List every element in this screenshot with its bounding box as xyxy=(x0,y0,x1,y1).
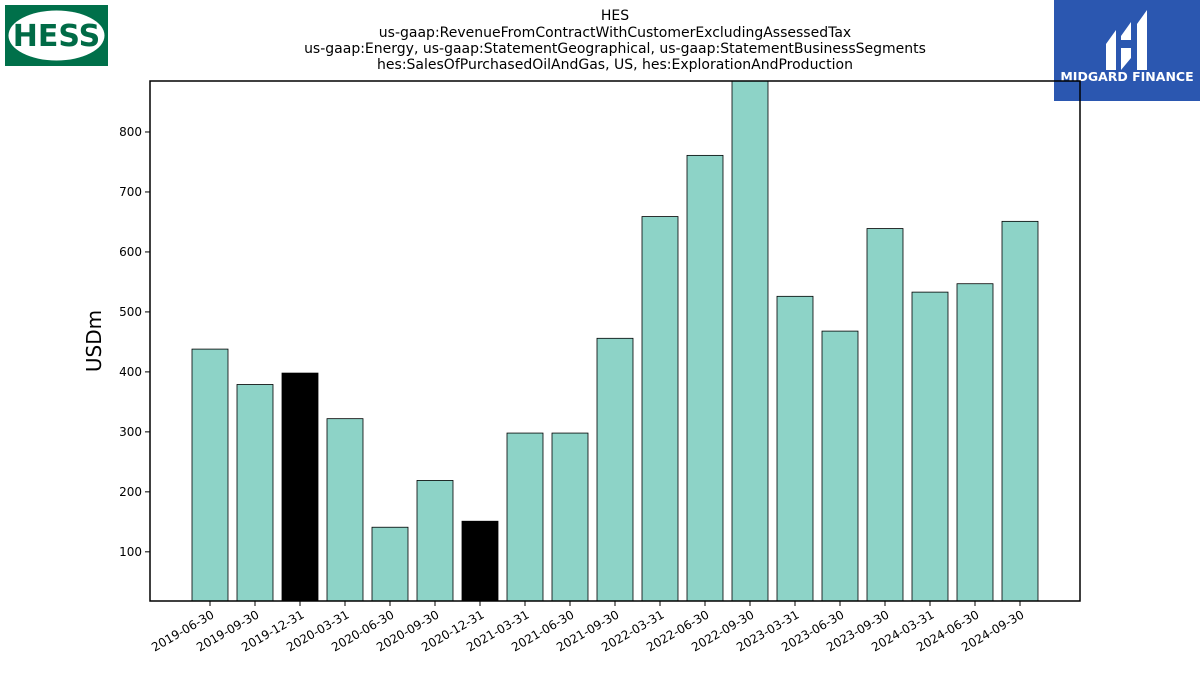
y-tick-label: 200 xyxy=(119,485,142,499)
bar-2019-12-31 xyxy=(281,372,319,602)
chart-title: HES us-gaap:RevenueFromContractWithCusto… xyxy=(304,8,926,73)
hess-logo-text: HESS xyxy=(13,19,100,54)
bar-2022-06-30 xyxy=(686,154,724,602)
y-tick-label: 500 xyxy=(119,305,142,319)
y-axis: 100 200 300 400 500 600 700 800 xyxy=(119,125,150,559)
title-line-2: us-gaap:RevenueFromContractWithCustomerE… xyxy=(379,25,851,41)
x-axis: 2019-06-302019-09-302019-12-312020-03-31… xyxy=(149,601,1027,654)
y-tick-label: 100 xyxy=(119,545,142,559)
bar-2023-09-30 xyxy=(866,228,904,602)
bar-2023-03-31 xyxy=(776,295,814,602)
bar-series xyxy=(191,80,1039,602)
bar-2023-06-30 xyxy=(821,330,859,602)
bar-2020-06-30 xyxy=(371,526,409,602)
bar-2022-09-30 xyxy=(731,80,769,602)
bar-2020-09-30 xyxy=(416,480,454,602)
hess-logo-ellipse xyxy=(8,10,105,61)
bar-2024-09-30 xyxy=(1001,220,1039,602)
y-tick-label: 300 xyxy=(119,425,142,439)
y-tick-label: 400 xyxy=(119,365,142,379)
y-tick-label: 600 xyxy=(119,245,142,259)
bar-2020-03-31 xyxy=(326,418,364,602)
y-axis-label: USDm xyxy=(82,310,106,372)
bar-2019-09-30 xyxy=(236,384,274,602)
y-tick-label: 700 xyxy=(119,185,142,199)
bar-2020-12-31 xyxy=(461,520,499,602)
bar-2022-03-31 xyxy=(641,216,679,602)
bar-2021-03-31 xyxy=(506,432,544,602)
bar-2024-03-31 xyxy=(911,291,949,602)
bar-2021-09-30 xyxy=(596,337,634,602)
bar-2021-06-30 xyxy=(551,432,589,602)
plot-frame xyxy=(149,80,1081,602)
bar-2024-06-30 xyxy=(956,283,994,602)
midgard-finance-logo: MIDGARD FINANCE xyxy=(1054,0,1200,101)
midgard-mark-icon xyxy=(1106,10,1147,70)
title-line-3: us-gaap:Energy, us-gaap:StatementGeograp… xyxy=(304,41,926,57)
title-line-1: HES xyxy=(601,8,629,24)
y-tick-label: 800 xyxy=(119,125,142,139)
bar-2019-06-30 xyxy=(191,348,229,602)
midgard-logo-text: MIDGARD FINANCE xyxy=(1060,69,1193,84)
title-line-4: hes:SalesOfPurchasedOilAndGas, US, hes:E… xyxy=(377,57,853,73)
hess-logo: HESS xyxy=(5,5,108,66)
